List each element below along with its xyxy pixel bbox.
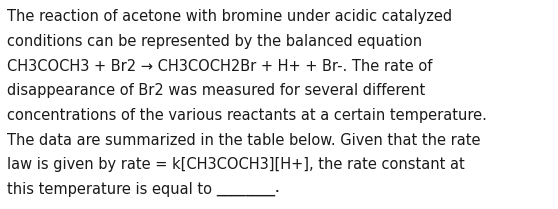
Text: this temperature is equal to: this temperature is equal to [7,182,211,197]
Text: ________.: ________. [217,182,280,197]
Text: disappearance of Br2 was measured for several different: disappearance of Br2 was measured for se… [7,83,425,98]
Text: ________.: ________. [217,182,280,197]
Text: CH3COCH3 + Br2 → CH3COCH2Br + H+ + Br-. The rate of: CH3COCH3 + Br2 → CH3COCH2Br + H+ + Br-. … [7,59,432,74]
Text: concentrations of the various reactants at a certain temperature.: concentrations of the various reactants … [7,108,487,123]
Text: The data are summarized in the table below. Given that the rate: The data are summarized in the table bel… [7,133,480,148]
Text: conditions can be represented by the balanced equation: conditions can be represented by the bal… [7,34,422,49]
Text: The reaction of acetone with bromine under acidic catalyzed: The reaction of acetone with bromine und… [7,9,452,24]
Text: law is given by rate = k[CH3COCH3][H+], the rate constant at: law is given by rate = k[CH3COCH3][H+], … [7,157,464,172]
